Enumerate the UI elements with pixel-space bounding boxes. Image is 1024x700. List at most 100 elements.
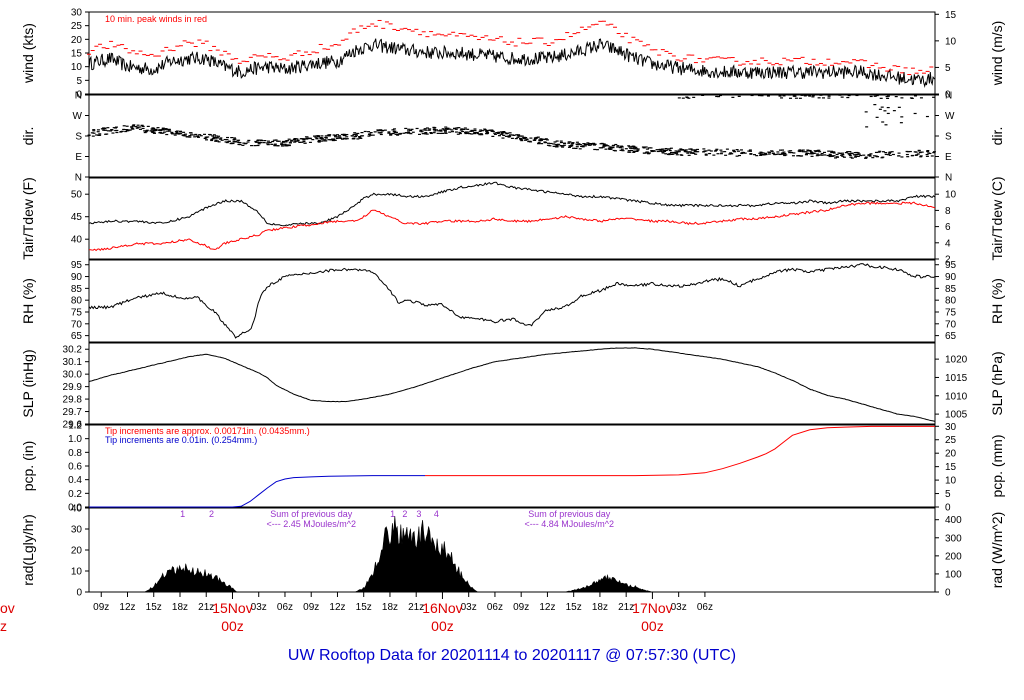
y-tick-label-right: 15 xyxy=(945,462,957,473)
radiation-sum-annotation: Sum of previous day xyxy=(270,509,353,519)
line-trace xyxy=(89,475,425,508)
day-date-label: 16Nov xyxy=(422,600,462,616)
y-tick-label-right: 1010 xyxy=(945,391,968,402)
chart-footer-title: UW Rooftop Data for 20201114 to 20201117… xyxy=(287,647,737,664)
x-tick-label: 06z xyxy=(697,602,713,613)
y-tick-label: 5 xyxy=(76,76,82,87)
y-axis-label: Tair/Tdew (F) xyxy=(20,177,36,259)
radiation-peak-marker: 1 xyxy=(390,509,395,519)
y-tick-label-right: 6 xyxy=(945,222,951,233)
line-trace xyxy=(88,347,936,422)
y-axis-label-right: wind (m/s) xyxy=(989,21,1005,87)
y-tick-label-right: 10 xyxy=(945,190,957,201)
y-axis-label: SLP (inHg) xyxy=(20,349,36,417)
radiation-peak-marker: 4 xyxy=(434,509,439,519)
y-tick-label: 65 xyxy=(71,331,83,342)
day-date-label: 17Nov xyxy=(632,600,672,616)
x-tick-label: 09z xyxy=(513,602,529,613)
day-time-label: 00z xyxy=(641,618,664,634)
x-tick-label: 15z xyxy=(566,602,582,613)
y-tick-label-right: 300 xyxy=(945,533,962,544)
panel-frame xyxy=(88,177,936,260)
day-date-label-edge: ov xyxy=(0,600,15,616)
y-tick-label-right: 8 xyxy=(945,206,951,217)
y-tick-label-right: 100 xyxy=(945,569,962,580)
y-tick-label: 85 xyxy=(71,284,83,295)
y-axis-label-right: rad (W/m^2) xyxy=(989,512,1005,589)
y-tick-label: 29.8 xyxy=(63,395,83,406)
y-tick-label: 70 xyxy=(71,319,83,330)
y-axis-label-right: Tair/Tdew (C) xyxy=(989,176,1005,260)
radiation-area xyxy=(89,515,935,593)
panel-wind: 0 5 10 15 20 25 30 0 5 10 15 wind (kts) wind (m/s) 10… xyxy=(20,8,1005,101)
y-tick-label: 0.8 xyxy=(68,448,82,459)
y-tick-label-right: 80 xyxy=(945,296,957,307)
y-tick-label: 20 xyxy=(71,546,83,557)
y-tick-label-right: 5 xyxy=(945,489,951,500)
y-tick-label-right: 1005 xyxy=(945,410,968,421)
panel-pressure: 29.6 29.729.8 29.930.0 30.130.2 1005 1010 1015… xyxy=(20,342,1005,431)
y-tick-label: 29.7 xyxy=(63,407,83,418)
y-tick-label: N xyxy=(75,173,82,184)
y-tick-label: 29.9 xyxy=(63,382,83,393)
day-date-label: 15Nov xyxy=(212,600,252,616)
x-tick-label: 15z xyxy=(356,602,372,613)
precip-annotation: Tip increments are approx. 0.00171in. (0… xyxy=(105,426,310,436)
y-tick-label: 1.0 xyxy=(68,434,82,445)
y-tick-label-right: 5 xyxy=(945,63,951,74)
x-tick-label: 18z xyxy=(382,602,398,613)
y-tick-label: 29.6 xyxy=(63,420,83,431)
x-tick-label: 03z xyxy=(251,602,267,613)
y-tick-label: 0 xyxy=(76,90,82,101)
y-tick-label-right: 25 xyxy=(945,435,957,446)
panel-temperature: 40 45 50 2 4 6 8 10 Tair/Tdew (F) Tair/Tdew (C) xyxy=(20,176,1005,265)
x-tick-label: 09z xyxy=(303,602,319,613)
y-tick-label-right: 70 xyxy=(945,319,957,330)
y-tick-label: 30.2 xyxy=(63,345,83,356)
y-tick-label: 10 xyxy=(71,567,83,578)
series-1 xyxy=(87,19,934,76)
panel-frame xyxy=(88,259,936,343)
y-tick-label-right: 0 xyxy=(945,90,951,101)
line-trace xyxy=(425,425,935,477)
y-axis-label-right: dir. xyxy=(989,127,1005,146)
line-trace xyxy=(88,201,936,252)
y-tick-label-right: 0 xyxy=(945,588,951,599)
precip-annotation: Tip increments are 0.01in. (0.254mm.) xyxy=(105,435,257,445)
radiation-peak-marker: 1 xyxy=(180,509,185,519)
y-tick-label-right: 0 xyxy=(945,503,951,514)
y-axis-label: pcp. (in) xyxy=(20,441,36,492)
y-axis-label: rad(Lgly/hr) xyxy=(20,514,36,586)
line-trace xyxy=(88,181,936,227)
panel-annotation: 10 min. peak winds in red xyxy=(105,14,207,24)
y-tick-label: N xyxy=(75,91,82,102)
y-tick-label-right: 30 xyxy=(945,422,957,433)
y-tick-label-right: N xyxy=(945,173,952,184)
y-tick-label: 0.4 xyxy=(68,475,82,486)
x-tick-label: 06z xyxy=(487,602,503,613)
y-tick-label: 20 xyxy=(71,35,83,46)
y-tick-label-right: 4 xyxy=(945,238,951,249)
y-axis-label-right: SLP (hPa) xyxy=(989,351,1005,415)
y-tick-label: 0.0 xyxy=(68,503,82,514)
y-tick-label: 30 xyxy=(71,8,83,19)
x-tick-label: 18z xyxy=(172,602,188,613)
x-tick-label: 18z xyxy=(592,602,608,613)
y-tick-label: 30.0 xyxy=(63,370,83,381)
y-tick-label: 25 xyxy=(71,21,83,32)
y-tick-label-right: 85 xyxy=(945,284,957,295)
line-trace xyxy=(88,263,936,339)
y-tick-label: 75 xyxy=(71,307,83,318)
y-tick-label-right: S xyxy=(945,132,952,143)
radiation-peak-marker: 2 xyxy=(209,509,214,519)
series-0 xyxy=(87,94,936,159)
y-tick-label: 10 xyxy=(71,62,83,73)
y-tick-label: S xyxy=(75,132,82,143)
panel-precipitation: 0.0 0.2 0.4 0.6 0.8 1.0 1.2 0 5 10 15 20 25 30 pcp. (i… xyxy=(20,421,1005,514)
series-0 xyxy=(88,347,936,422)
panel-frame xyxy=(88,342,936,425)
